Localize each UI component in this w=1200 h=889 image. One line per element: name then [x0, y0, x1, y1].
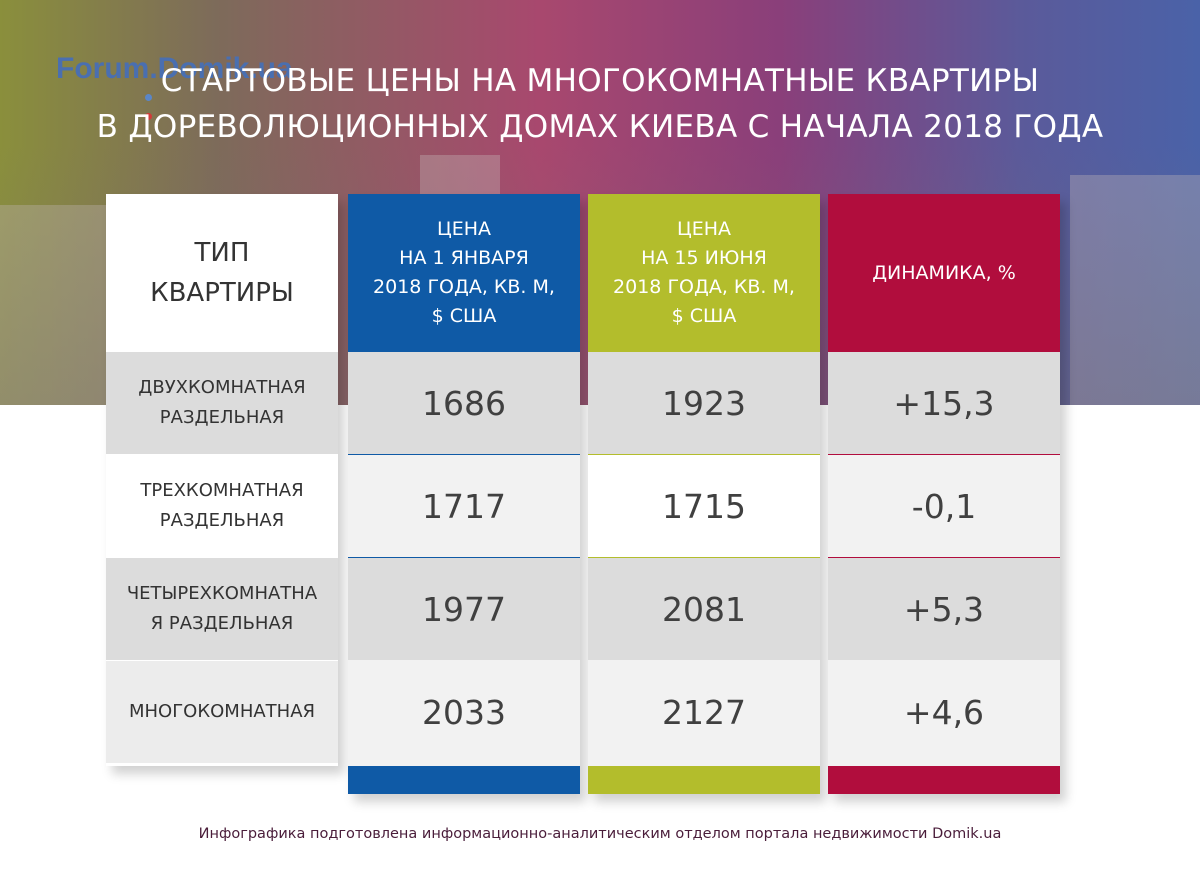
jan-price-cell: 1717 — [348, 455, 580, 559]
type-column: ТИП КВАРТИРЫ ДВУХКОМНАТНАЯ РАЗДЕЛЬНАЯ ТРЕ… — [106, 194, 338, 766]
jun-footer-bar — [588, 766, 820, 794]
dynamics-column: ДИНАМИКА, % +15,3 -0,1 +5,3 +4,6 — [828, 194, 1060, 794]
jun-header-line: 2018 ГОДА, КВ. М, — [613, 276, 795, 298]
jun-price-cell: 2081 — [588, 558, 820, 660]
jun-header-line: НА 15 ИЮНЯ — [641, 247, 767, 269]
type-header: ТИП КВАРТИРЫ — [106, 194, 338, 352]
row-label-line: МНОГОКОМНАТНАЯ — [128, 701, 316, 722]
jun-price-header: ЦЕНА НА 15 ИЮНЯ 2018 ГОДА, КВ. М, $ США — [588, 194, 820, 352]
jan-price-cell: 1977 — [348, 558, 580, 660]
dynamics-cell: -0,1 — [828, 455, 1060, 559]
jan-header-line: 2018 ГОДА, КВ. М, — [373, 276, 555, 298]
jan-header-line: ЦЕНА — [436, 218, 492, 240]
row-label-line: ТРЕХКОМНАТНАЯ — [140, 480, 304, 501]
dynamics-header: ДИНАМИКА, % — [828, 194, 1060, 352]
dynamics-cell: +4,6 — [828, 661, 1060, 763]
source-caption: Инфографика подготовлена информационно-а… — [198, 826, 1002, 842]
jan-footer-bar — [348, 766, 580, 794]
jan-header-line: $ США — [431, 305, 497, 327]
dynamics-cell: +15,3 — [828, 352, 1060, 456]
jun-price-cell: 1715 — [588, 455, 820, 559]
logo-dots — [145, 86, 275, 120]
site-logo[interactable]: Forum.Domik.ua — [56, 52, 293, 85]
dynamics-cell: +5,3 — [828, 558, 1060, 660]
jan-price-header: ЦЕНА НА 1 ЯНВАРЯ 2018 ГОДА, КВ. М, $ США — [348, 194, 580, 352]
dynamics-header-line: ДИНАМИКА, % — [872, 261, 1016, 284]
jun-price-column: ЦЕНА НА 15 ИЮНЯ 2018 ГОДА, КВ. М, $ США … — [588, 194, 820, 794]
jun-header-line: $ США — [671, 305, 737, 327]
jan-header-line: НА 1 ЯНВАРЯ — [399, 247, 529, 269]
jun-price-cell: 1923 — [588, 352, 820, 456]
title-line-1: СТАРТОВЫЕ ЦЕНЫ НА МНОГОКОМНАТНЫЕ КВАРТИР… — [160, 63, 1040, 99]
row-label: ЧЕТЫРЕХКОМНАТНА Я РАЗДЕЛЬНАЯ — [106, 558, 338, 660]
jan-price-cell: 2033 — [348, 661, 580, 763]
dynamics-footer-bar — [828, 766, 1060, 794]
page-title: СТАРТОВЫЕ ЦЕНЫ НА МНОГОКОМНАТНЫЕ КВАРТИР… — [60, 58, 1140, 150]
row-label: ТРЕХКОМНАТНАЯ РАЗДЕЛЬНАЯ — [106, 455, 338, 557]
title-line-2: В ДОРЕВОЛЮЦИОННЫХ ДОМАХ КИЕВА С НАЧАЛА 2… — [96, 109, 1104, 145]
row-label-line: ДВУХКОМНАТНАЯ — [138, 377, 306, 398]
type-header-line-2: КВАРТИРЫ — [150, 278, 294, 308]
row-label-line: РАЗДЕЛЬНАЯ — [159, 407, 285, 428]
jun-price-cell: 2127 — [588, 661, 820, 763]
row-label-line: ЧЕТЫРЕХКОМНАТНА — [126, 583, 318, 604]
jun-header-line: ЦЕНА — [676, 218, 732, 240]
jan-price-cell: 1686 — [348, 352, 580, 456]
row-label: ДВУХКОМНАТНАЯ РАЗДЕЛЬНАЯ — [106, 352, 338, 454]
type-header-line-1: ТИП — [194, 238, 250, 268]
row-label-line: РАЗДЕЛЬНАЯ — [159, 510, 285, 531]
jan-price-column: ЦЕНА НА 1 ЯНВАРЯ 2018 ГОДА, КВ. М, $ США… — [348, 194, 580, 794]
row-label-line: Я РАЗДЕЛЬНАЯ — [150, 613, 294, 634]
row-label: МНОГОКОМНАТНАЯ — [106, 661, 338, 763]
